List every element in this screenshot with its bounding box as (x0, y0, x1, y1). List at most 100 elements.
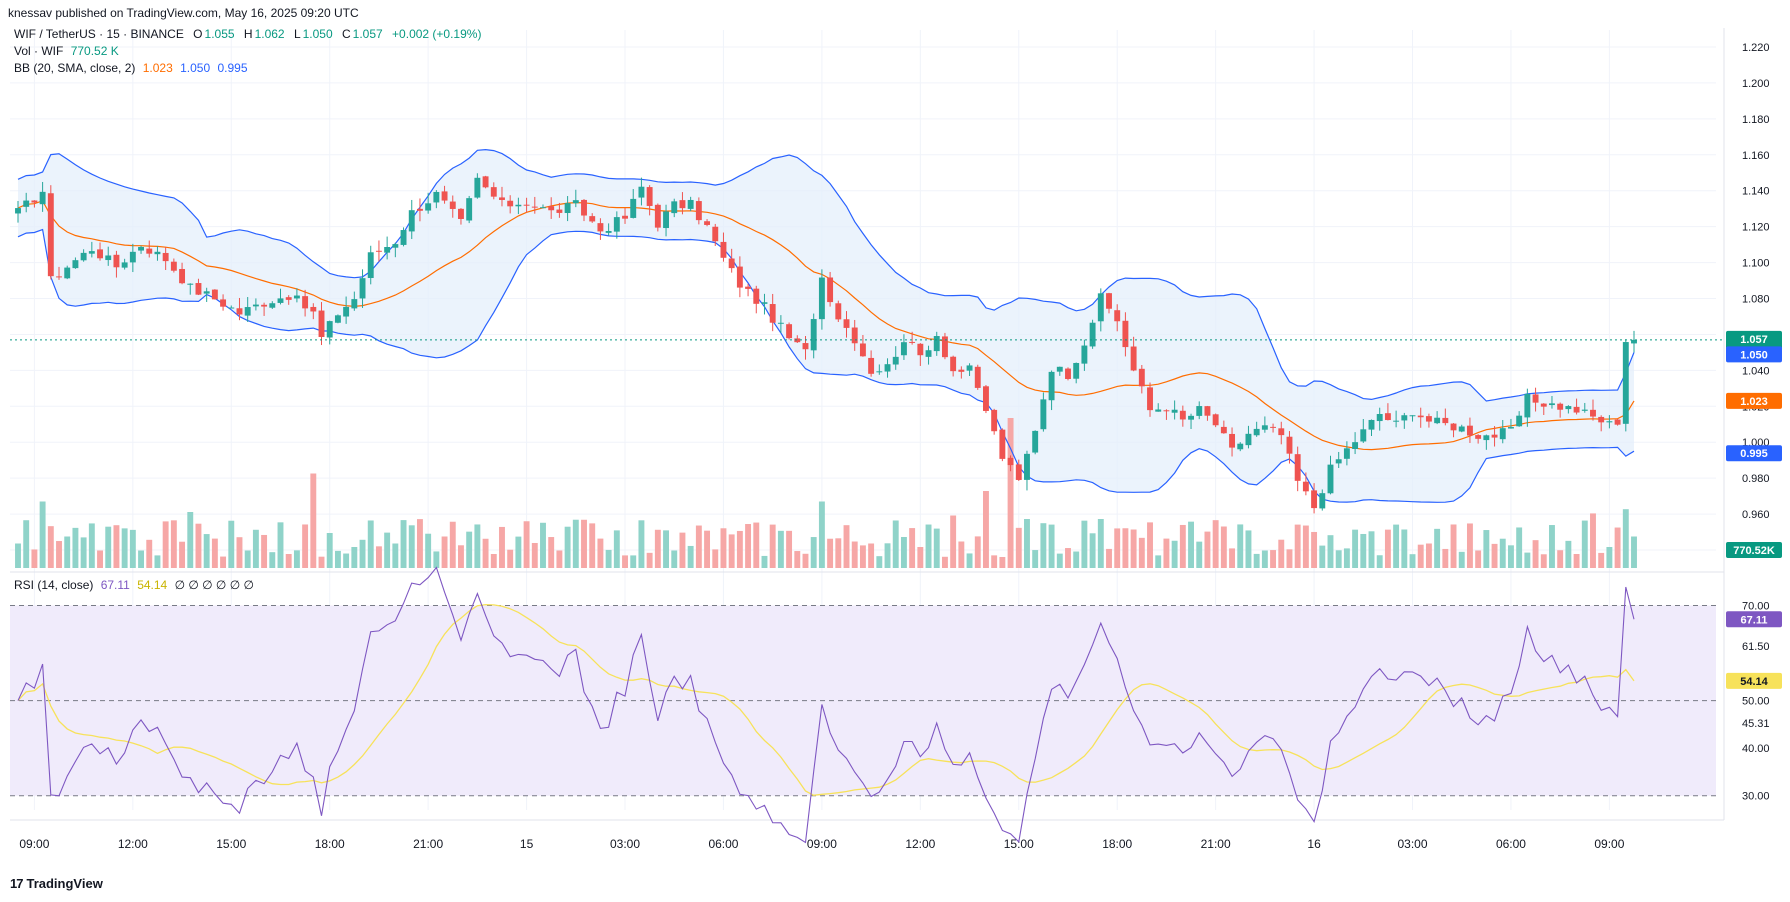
volume-bar (1073, 551, 1080, 568)
volume-bar (154, 555, 161, 568)
candle (1122, 312, 1129, 357)
volume-bar (1311, 531, 1318, 568)
volume-bar (1155, 555, 1162, 568)
candle (1475, 434, 1482, 444)
candle (334, 314, 341, 324)
candle (1483, 434, 1490, 450)
candle (531, 196, 538, 214)
candle (1130, 336, 1137, 372)
candle (859, 335, 866, 357)
time-tick-label: 03:00 (1398, 837, 1428, 851)
volume-bar (425, 533, 432, 568)
volume-bar (966, 553, 973, 568)
volume-bar (318, 556, 325, 568)
volume-bar (786, 530, 793, 568)
volume-bar (1327, 535, 1334, 568)
candle (1253, 421, 1260, 437)
volume-bar (876, 556, 883, 568)
candle (1549, 395, 1555, 409)
volume-bar (1516, 527, 1523, 568)
candle (1417, 407, 1424, 428)
volume-bar (999, 556, 1006, 568)
candle (1048, 370, 1055, 411)
candle (1278, 421, 1285, 445)
candle (1204, 405, 1211, 421)
volume-bar (1335, 550, 1342, 568)
volume-bar (1171, 540, 1178, 568)
volume-bar (1622, 509, 1629, 568)
rsi-ma-line (17, 603, 1635, 796)
volume-bar (15, 543, 21, 568)
volume-bar (302, 524, 309, 568)
candle (392, 242, 399, 258)
candle (351, 291, 358, 311)
candle (868, 350, 875, 377)
volume-bar (663, 530, 669, 568)
time-tick-label: 12:00 (905, 837, 935, 851)
candle (1097, 288, 1104, 332)
candle (1376, 407, 1383, 431)
bb-upper-line (17, 148, 1635, 402)
rsi-band-fill (10, 605, 1716, 796)
open-value: 1.055 (204, 27, 235, 41)
volume-bar (810, 537, 817, 568)
price-tick-label: 1.040 (1742, 365, 1770, 377)
rsi-legend: RSI (14, close) 67.11 54.14 ∅ ∅ ∅ ∅ ∅ ∅ (14, 577, 254, 594)
candle (835, 300, 842, 322)
candle (1007, 455, 1014, 472)
volume-bar (1138, 537, 1145, 568)
volume-bar (843, 525, 850, 568)
bb-lower-line (17, 228, 1635, 503)
volume-bar (909, 528, 916, 568)
volume-bar (1573, 554, 1580, 568)
candle (1384, 403, 1391, 421)
time-tick-label: 09:00 (19, 837, 49, 851)
time-tick-label: 15:00 (216, 837, 246, 851)
volume-bar (56, 541, 62, 568)
time-tick-label: 15 (520, 837, 534, 851)
volume-bar (507, 549, 514, 568)
candle (64, 265, 71, 280)
candle (745, 283, 752, 297)
candle (1368, 419, 1375, 436)
bb-upper-value: 1.050 (180, 61, 211, 75)
candle (1294, 446, 1301, 492)
candle (646, 185, 653, 216)
candle (1434, 411, 1441, 425)
candle (1163, 409, 1170, 420)
volume-bar (146, 539, 153, 568)
candle (293, 288, 300, 303)
volume-bar (1261, 550, 1268, 568)
candle (761, 293, 768, 315)
tradingview-logo[interactable]: 17 TradingView (10, 876, 103, 891)
candle (540, 204, 546, 209)
volume-bar (950, 515, 957, 568)
candle (712, 223, 719, 246)
candle (1352, 432, 1359, 455)
candle (499, 186, 505, 207)
candle (1557, 402, 1564, 418)
volume-bar (769, 524, 776, 568)
candle (818, 269, 825, 330)
candle (589, 213, 596, 223)
svg-text:1.023: 1.023 (1740, 396, 1768, 408)
candle (179, 262, 186, 285)
volume-bar (113, 525, 120, 568)
volume-bar (925, 524, 932, 568)
candle (1491, 426, 1498, 447)
volume-bar (1483, 530, 1490, 568)
candle (622, 207, 628, 224)
rsi-tick-label: 45.31 (1742, 718, 1770, 730)
candle (1532, 387, 1539, 412)
volume-bar (646, 552, 653, 568)
symbol-name: WIF / TetherUS · 15 · BINANCE (14, 27, 184, 41)
rsi-ma-badge: 54.14 (1726, 672, 1782, 689)
volume-bar (679, 532, 686, 568)
candle (433, 190, 440, 209)
volume-bar (1598, 552, 1605, 568)
volume-bar (220, 556, 227, 568)
candle (269, 301, 276, 309)
volume-bar (1089, 533, 1096, 568)
candle (400, 227, 407, 247)
